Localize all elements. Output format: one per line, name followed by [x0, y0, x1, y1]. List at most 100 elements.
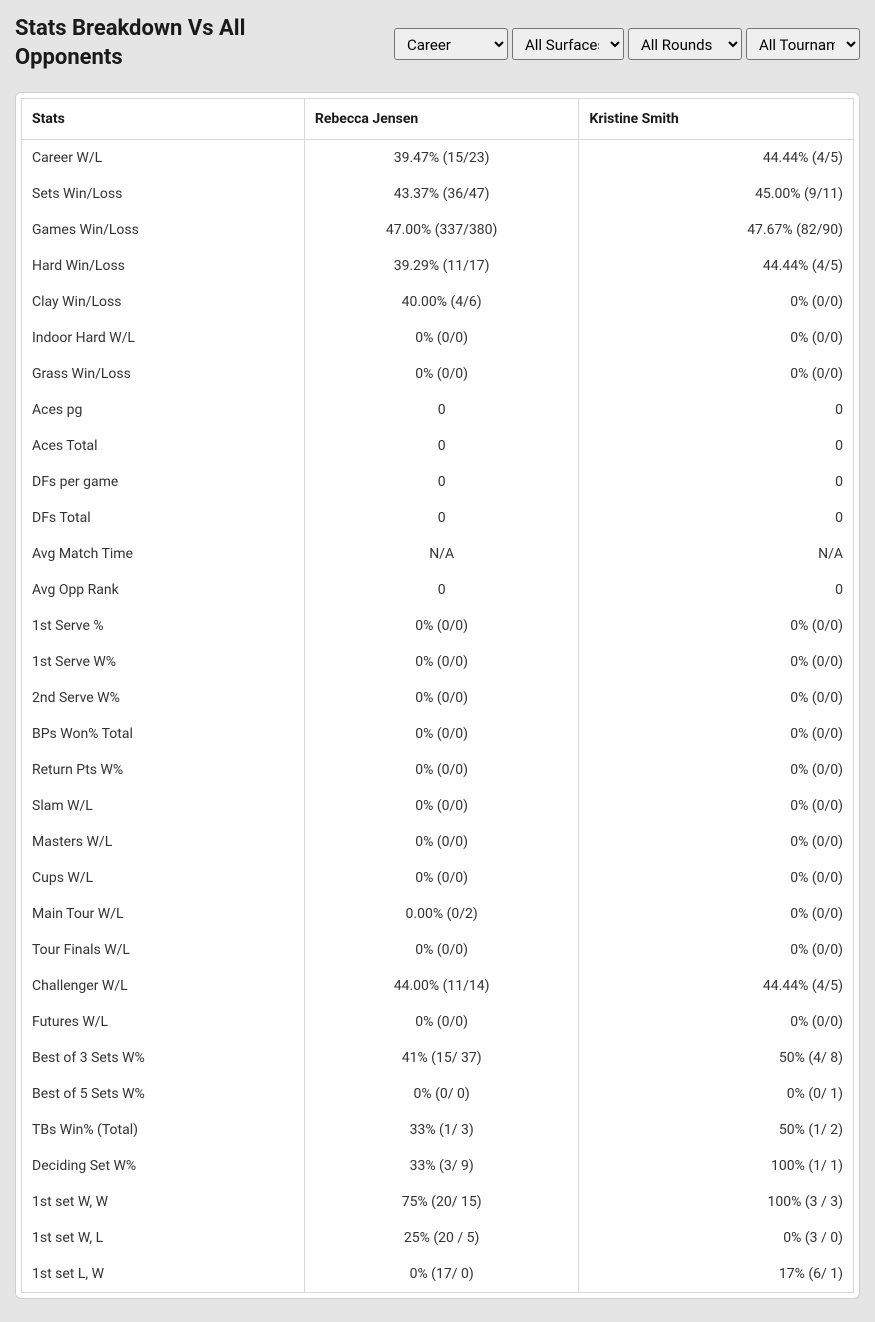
- stat-name-cell: Slam W/L: [22, 788, 305, 824]
- stat-name-cell: Grass Win/Loss: [22, 356, 305, 392]
- player2-value-cell: 44.44% (4/5): [579, 968, 854, 1004]
- player2-value-cell: 47.67% (82/90): [579, 212, 854, 248]
- tournaments-dropdown[interactable]: All Tournaments: [746, 28, 860, 60]
- table-row: DFs Total00: [22, 500, 854, 536]
- player1-value-cell: 33% (1/ 3): [304, 1112, 579, 1148]
- player2-value-cell: 0% (0/0): [579, 752, 854, 788]
- player1-value-cell: 0: [304, 572, 579, 608]
- player1-value-cell: 39.29% (11/17): [304, 248, 579, 284]
- column-header-player2: Kristine Smith: [579, 99, 854, 140]
- player2-value-cell: 0% (0/0): [579, 1004, 854, 1040]
- stat-name-cell: Tour Finals W/L: [22, 932, 305, 968]
- stat-name-cell: Games Win/Loss: [22, 212, 305, 248]
- stat-name-cell: Best of 5 Sets W%: [22, 1076, 305, 1112]
- stat-name-cell: Sets Win/Loss: [22, 176, 305, 212]
- stat-name-cell: 2nd Serve W%: [22, 680, 305, 716]
- player1-value-cell: 47.00% (337/380): [304, 212, 579, 248]
- player1-value-cell: 33% (3/ 9): [304, 1148, 579, 1184]
- table-row: Games Win/Loss47.00% (337/380)47.67% (82…: [22, 212, 854, 248]
- stat-name-cell: Challenger W/L: [22, 968, 305, 1004]
- stats-table-container: Stats Rebecca Jensen Kristine Smith Care…: [15, 92, 860, 1299]
- player1-value-cell: 39.47% (15/23): [304, 140, 579, 177]
- career-dropdown[interactable]: Career: [394, 28, 508, 60]
- player1-value-cell: 25% (20 / 5): [304, 1220, 579, 1256]
- stat-name-cell: Clay Win/Loss: [22, 284, 305, 320]
- surface-dropdown[interactable]: All Surfaces: [512, 28, 624, 60]
- table-row: Grass Win/Loss0% (0/0)0% (0/0): [22, 356, 854, 392]
- player2-value-cell: 50% (4/ 8): [579, 1040, 854, 1076]
- table-row: Clay Win/Loss40.00% (4/6)0% (0/0): [22, 284, 854, 320]
- rounds-dropdown[interactable]: All Rounds: [628, 28, 742, 60]
- player2-value-cell: 0% (0/0): [579, 788, 854, 824]
- table-row: 1st set W, W75% (20/ 15)100% (3 / 3): [22, 1184, 854, 1220]
- player2-value-cell: 0% (0/0): [579, 680, 854, 716]
- player1-value-cell: 0% (0/0): [304, 644, 579, 680]
- player2-value-cell: 0% (0/ 1): [579, 1076, 854, 1112]
- filter-controls: Career All Surfaces All Rounds All Tourn…: [394, 28, 860, 60]
- player1-value-cell: 0.00% (0/2): [304, 896, 579, 932]
- stat-name-cell: Return Pts W%: [22, 752, 305, 788]
- player2-value-cell: 0: [579, 464, 854, 500]
- player1-value-cell: 0% (0/0): [304, 1004, 579, 1040]
- player2-value-cell: 44.44% (4/5): [579, 140, 854, 177]
- stat-name-cell: Best of 3 Sets W%: [22, 1040, 305, 1076]
- stat-name-cell: Hard Win/Loss: [22, 248, 305, 284]
- player1-value-cell: 0% (17/ 0): [304, 1256, 579, 1293]
- player1-value-cell: 0: [304, 464, 579, 500]
- player2-value-cell: 0: [579, 428, 854, 464]
- table-row: DFs per game00: [22, 464, 854, 500]
- player2-value-cell: 45.00% (9/11): [579, 176, 854, 212]
- player2-value-cell: 0% (0/0): [579, 284, 854, 320]
- column-header-player1: Rebecca Jensen: [304, 99, 579, 140]
- table-row: Aces Total00: [22, 428, 854, 464]
- player2-value-cell: 0% (0/0): [579, 608, 854, 644]
- table-row: 1st Serve W%0% (0/0)0% (0/0): [22, 644, 854, 680]
- stat-name-cell: Main Tour W/L: [22, 896, 305, 932]
- page-header: Stats Breakdown Vs All Opponents Career …: [15, 15, 860, 72]
- stat-name-cell: 1st set W, W: [22, 1184, 305, 1220]
- table-row: BPs Won% Total0% (0/0)0% (0/0): [22, 716, 854, 752]
- table-row: Main Tour W/L0.00% (0/2)0% (0/0): [22, 896, 854, 932]
- player2-value-cell: 0% (0/0): [579, 824, 854, 860]
- player2-value-cell: 100% (1/ 1): [579, 1148, 854, 1184]
- table-row: Career W/L39.47% (15/23)44.44% (4/5): [22, 140, 854, 177]
- player1-value-cell: 0% (0/0): [304, 716, 579, 752]
- player1-value-cell: 0% (0/0): [304, 356, 579, 392]
- player2-value-cell: 100% (3 / 3): [579, 1184, 854, 1220]
- table-row: Aces pg00: [22, 392, 854, 428]
- table-row: Futures W/L0% (0/0)0% (0/0): [22, 1004, 854, 1040]
- player2-value-cell: 0: [579, 500, 854, 536]
- player1-value-cell: 0% (0/0): [304, 752, 579, 788]
- player1-value-cell: 41% (15/ 37): [304, 1040, 579, 1076]
- table-row: 1st Serve %0% (0/0)0% (0/0): [22, 608, 854, 644]
- table-row: Return Pts W%0% (0/0)0% (0/0): [22, 752, 854, 788]
- stat-name-cell: 1st set W, L: [22, 1220, 305, 1256]
- table-row: Masters W/L0% (0/0)0% (0/0): [22, 824, 854, 860]
- player1-value-cell: 0% (0/0): [304, 320, 579, 356]
- player2-value-cell: 0% (0/0): [579, 932, 854, 968]
- player2-value-cell: 50% (1/ 2): [579, 1112, 854, 1148]
- player2-value-cell: 0: [579, 392, 854, 428]
- table-row: TBs Win% (Total)33% (1/ 3)50% (1/ 2): [22, 1112, 854, 1148]
- player1-value-cell: 0: [304, 392, 579, 428]
- stat-name-cell: TBs Win% (Total): [22, 1112, 305, 1148]
- table-row: 2nd Serve W%0% (0/0)0% (0/0): [22, 680, 854, 716]
- stats-table: Stats Rebecca Jensen Kristine Smith Care…: [21, 98, 854, 1293]
- player1-value-cell: 44.00% (11/14): [304, 968, 579, 1004]
- player1-value-cell: 0% (0/0): [304, 680, 579, 716]
- stat-name-cell: Masters W/L: [22, 824, 305, 860]
- player1-value-cell: 0% (0/ 0): [304, 1076, 579, 1112]
- player1-value-cell: 43.37% (36/47): [304, 176, 579, 212]
- stat-name-cell: Indoor Hard W/L: [22, 320, 305, 356]
- stat-name-cell: Avg Opp Rank: [22, 572, 305, 608]
- table-row: Cups W/L0% (0/0)0% (0/0): [22, 860, 854, 896]
- stat-name-cell: Career W/L: [22, 140, 305, 177]
- player2-value-cell: N/A: [579, 536, 854, 572]
- stat-name-cell: BPs Won% Total: [22, 716, 305, 752]
- stat-name-cell: DFs Total: [22, 500, 305, 536]
- table-row: Best of 3 Sets W%41% (15/ 37)50% (4/ 8): [22, 1040, 854, 1076]
- player2-value-cell: 0% (0/0): [579, 320, 854, 356]
- table-row: Avg Opp Rank00: [22, 572, 854, 608]
- table-row: Tour Finals W/L0% (0/0)0% (0/0): [22, 932, 854, 968]
- table-row: Indoor Hard W/L0% (0/0)0% (0/0): [22, 320, 854, 356]
